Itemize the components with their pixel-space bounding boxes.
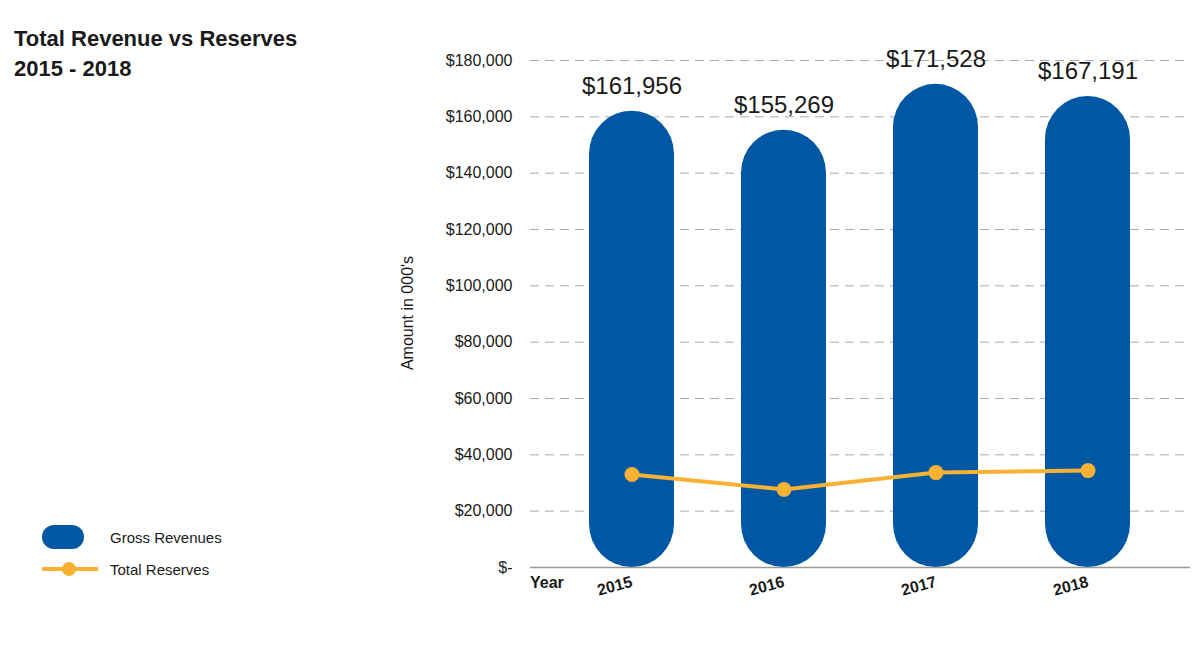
html-text:Total Revenue vs Reserves: Total Revenue vs Reserves: [14, 26, 298, 51]
svg-text:2015: 2015: [595, 573, 634, 599]
svg-text:2017: 2017: [899, 573, 938, 599]
svg-text:$161,956: $161,956: [582, 72, 682, 99]
svg-text:$20,000: $20,000: [455, 502, 513, 519]
svg-text:$80,000: $80,000: [455, 333, 513, 350]
html-text:Gross Revenues: Gross Revenues: [110, 528, 222, 546]
svg-text:2018: 2018: [1051, 573, 1090, 599]
html-text:Amount in 000's: Amount in 000's: [399, 255, 416, 371]
svg-text:$40,000: $40,000: [455, 446, 513, 463]
svg-text:2016: 2016: [747, 573, 786, 599]
svg-text:$155,269: $155,269: [734, 91, 834, 118]
svg-text:$167,191: $167,191: [1038, 57, 1138, 84]
svg-text:$160,000: $160,000: [446, 108, 513, 125]
svg-text:$180,000: $180,000: [446, 52, 513, 69]
html-text:Year: Year: [530, 574, 564, 591]
svg-text:$140,000: $140,000: [446, 164, 513, 181]
svg-text:$-: $-: [498, 559, 512, 576]
svg-text:$100,000: $100,000: [446, 277, 513, 294]
svg-text:$120,000: $120,000: [446, 221, 513, 238]
svg-text:$171,528: $171,528: [886, 45, 986, 72]
svg-text:$60,000: $60,000: [455, 390, 513, 407]
html-text:2015 - 2018: 2015 - 2018: [14, 56, 132, 81]
html-text:Total Reserves: Total Reserves: [110, 560, 210, 578]
